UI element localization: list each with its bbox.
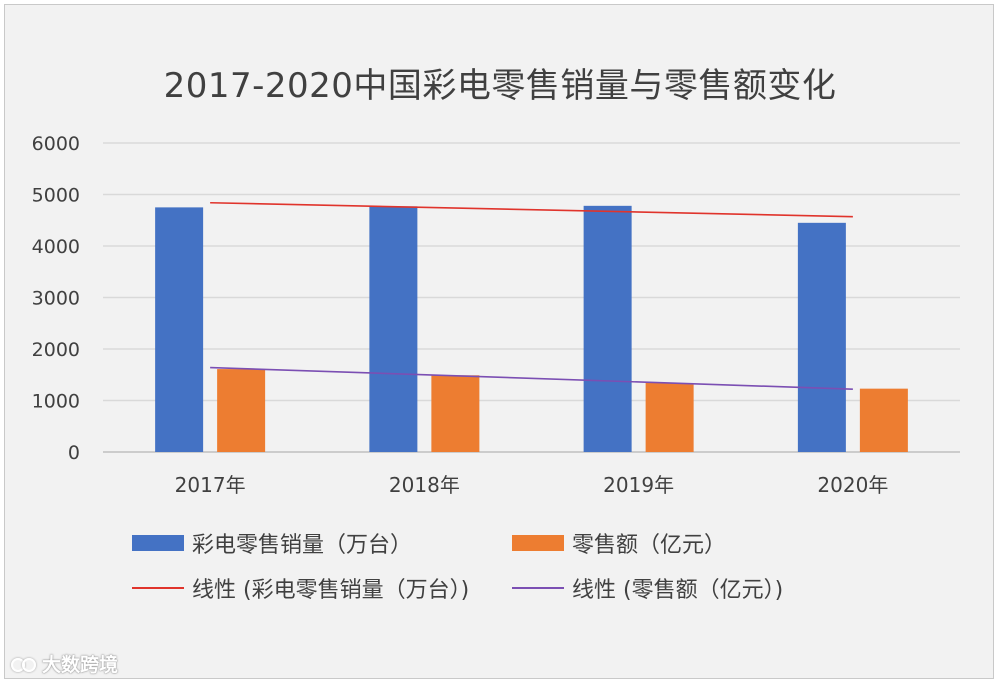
x-tick-label: 2020年 (817, 473, 888, 497)
legend-label-revenue-trend: 线性 (零售额（亿元）) (572, 578, 784, 603)
legend-swatch-sales (132, 535, 184, 551)
legend-item-revenue-trend: 线性 (零售额（亿元）) (512, 572, 783, 604)
bars (155, 205, 908, 452)
bar-revenue-4 (859, 388, 908, 452)
bar-revenue-2 (431, 375, 480, 452)
x-tick-label: 2019年 (603, 473, 674, 497)
legend-swatch-revenue-trend (512, 587, 564, 589)
y-tick-label: 5000 (32, 185, 80, 207)
legend-swatch-sales-trend (132, 587, 184, 589)
bar-sales-1 (155, 207, 204, 452)
y-tick-label: 3000 (32, 288, 80, 310)
bar-revenue-3 (645, 382, 694, 452)
y-tick-label: 1000 (32, 391, 80, 413)
x-tick-label: 2017年 (175, 473, 246, 497)
x-tick-labels: 2017年 2018年 2019年 2020年 (175, 473, 889, 497)
bar-sales-2 (369, 206, 418, 452)
trendline-revenue (210, 366, 853, 390)
bar-sales-4 (797, 222, 846, 452)
legend-label-sales-trend: 线性 (彩电零售销量（万台）) (192, 578, 470, 603)
legend-item-sales-trend: 线性 (彩电零售销量（万台）) (132, 572, 469, 604)
y-tick-label: 6000 (32, 133, 80, 155)
watermark-text: 大数跨境 (42, 654, 119, 676)
legend-label-revenue: 零售额（亿元） (572, 533, 727, 558)
x-tick-label: 2018年 (389, 473, 460, 497)
watermark: 大数跨境 (10, 650, 118, 677)
y-tick-label: 4000 (32, 236, 80, 258)
legend-label-sales: 彩电零售销量（万台） (192, 533, 413, 558)
y-tick-labels: 0 1000 2000 3000 4000 5000 6000 (32, 133, 80, 464)
legend-item-revenue: 零售额（亿元） (512, 527, 726, 559)
trendlines (210, 201, 853, 390)
legend-item-sales: 彩电零售销量（万台） (132, 527, 412, 559)
bar-sales-3 (583, 205, 632, 452)
legend-swatch-revenue (512, 535, 564, 551)
y-tick-label: 0 (68, 442, 80, 464)
y-tick-label: 2000 (32, 339, 80, 361)
bar-revenue-1 (217, 369, 266, 452)
chart-title: 2017-2020中国彩电零售销量与零售额变化 (163, 66, 837, 106)
trendline-sales (210, 201, 853, 218)
speech-bubbles-icon (10, 654, 36, 674)
